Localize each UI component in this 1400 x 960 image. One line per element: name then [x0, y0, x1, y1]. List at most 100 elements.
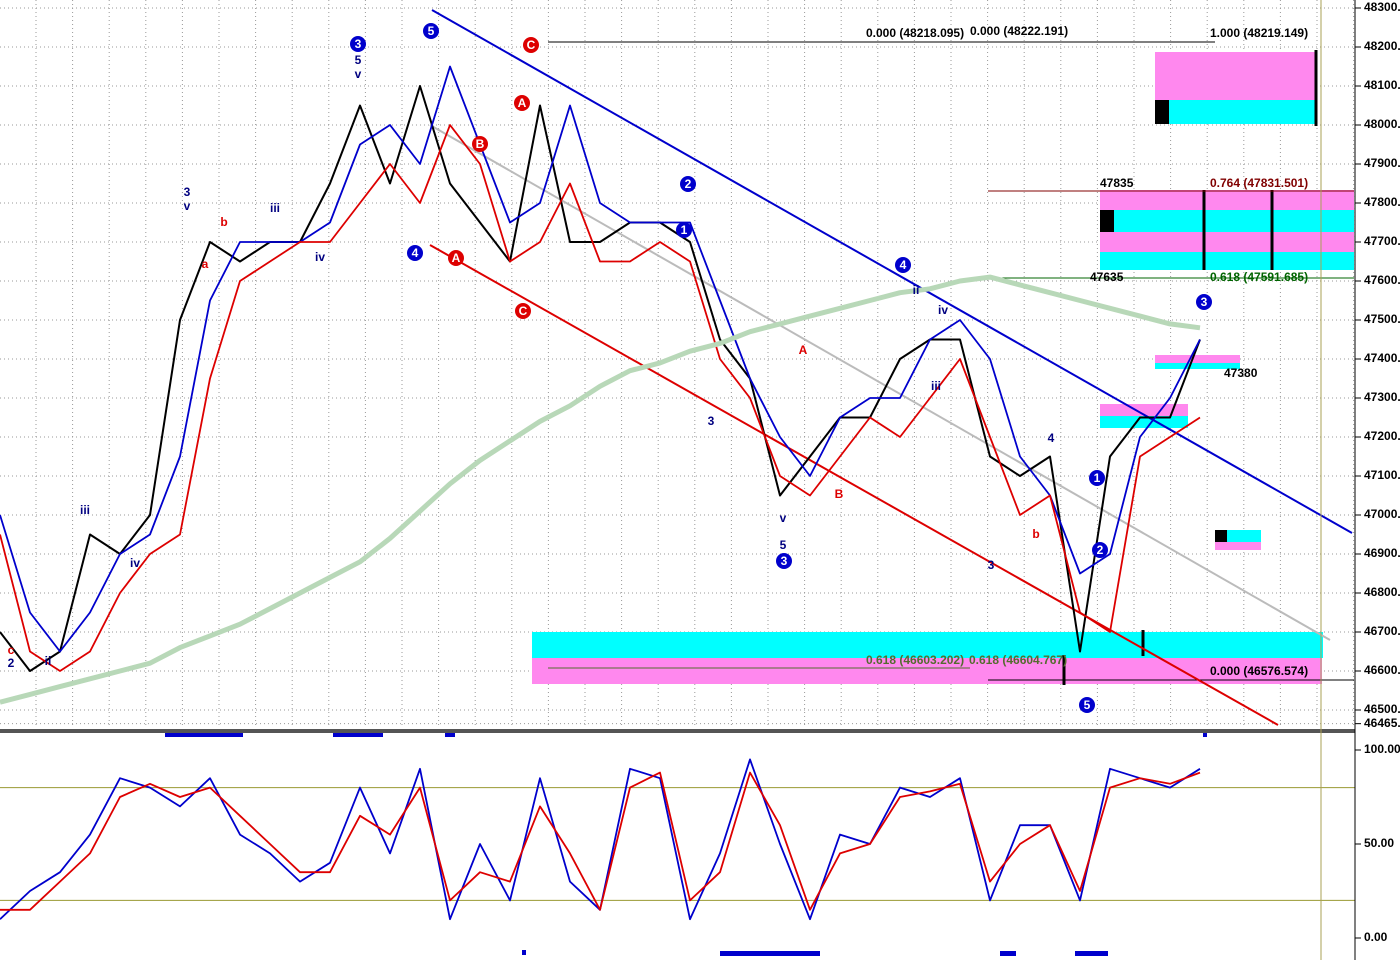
wave-label: 5 — [355, 53, 362, 67]
wave-label: a — [202, 257, 209, 271]
y-tick-label: 47400. — [1364, 351, 1400, 365]
wave-badge — [407, 245, 423, 261]
series-line — [0, 771, 1201, 911]
wave-label: 5 — [428, 24, 435, 38]
y-tick-label: 47900. — [1364, 156, 1400, 170]
wave-label: v — [780, 511, 787, 525]
wave-label: 1 — [1094, 471, 1101, 485]
wave-badge — [515, 303, 531, 319]
wave-label: ii — [45, 654, 52, 668]
series-line — [0, 124, 1201, 672]
wave-label: A — [452, 251, 461, 265]
y-tick-label: 100.00 — [1364, 742, 1400, 756]
y-tick-label: 46800. — [1364, 585, 1400, 599]
panel-divider — [0, 729, 1355, 733]
wave-label: A — [799, 343, 808, 357]
y-tick-label: 48000. — [1364, 117, 1400, 131]
fib-label: 1.000 (48219.149) — [1210, 26, 1308, 40]
wave-badge — [1196, 294, 1212, 310]
annotations: 46465.46500. 46600. 46700. 46800. 46900. 4700… — [8, 0, 1400, 944]
wave-label: 3 — [1201, 295, 1208, 309]
y-tick-label: 47700. — [1364, 234, 1400, 248]
y-tick-label: 47300. — [1364, 390, 1400, 404]
wave-badge — [1089, 470, 1105, 486]
y-tick-label: 48200. — [1364, 39, 1400, 53]
fib-label: 0.618 (47591.685) — [1210, 270, 1308, 284]
wave-label: 3 — [781, 554, 788, 568]
wave-label: C — [519, 304, 528, 318]
wave-label: 4 — [412, 246, 419, 260]
fib-label: 0.764 (47831.501) — [1210, 176, 1308, 190]
y-tick-label: 48300. — [1364, 0, 1400, 14]
series-line — [0, 274, 1201, 705]
y-tick-label: 47200. — [1364, 429, 1400, 443]
wave-label: iii — [931, 379, 941, 393]
wave-label: 4 — [1048, 431, 1055, 445]
y-tick-label: 50.00 — [1364, 836, 1394, 850]
wave-label: 3 — [184, 185, 191, 199]
wave-label: C — [527, 38, 536, 52]
wave-label: b — [1032, 527, 1039, 541]
y-tick-label: 46700. — [1364, 624, 1400, 638]
wave-label: 4 — [900, 258, 907, 272]
fib-label: 47380 — [1224, 366, 1258, 380]
scroll-marks — [165, 733, 1207, 956]
wave-label: 5 — [1084, 698, 1091, 712]
series-line — [0, 65, 1201, 653]
y-tick-label: 47500. — [1364, 312, 1400, 326]
wave-badge — [448, 250, 464, 266]
wave-label: iv — [130, 556, 140, 570]
wave-badge — [1079, 697, 1095, 713]
wave-badge — [472, 136, 488, 152]
plot — [0, 65, 1355, 921]
wave-label: ii — [913, 283, 920, 297]
fib-label: 47835 — [1100, 176, 1134, 190]
fib-lines — [548, 41, 1354, 681]
wave-label: iv — [315, 250, 325, 264]
wave-label: 2 — [1097, 543, 1104, 557]
wave-label: 2 — [685, 177, 692, 191]
fib-label: 0.618 (46603.202) — [866, 653, 964, 667]
wave-label: v — [184, 199, 191, 213]
y-tick-label: 46900. — [1364, 546, 1400, 560]
wave-label: 3 — [988, 558, 995, 572]
y-tick-label: 46600. — [1364, 663, 1400, 677]
wave-badge — [1092, 542, 1108, 558]
fib-label: 0.000 (48218.095) — [866, 26, 964, 40]
wave-label: A — [518, 96, 527, 110]
wave-label: 3 — [355, 37, 362, 51]
fib-label: 0.000 (48222.191) — [970, 24, 1068, 38]
wave-label: iii — [270, 201, 280, 215]
wave-badge — [776, 553, 792, 569]
zones — [532, 50, 1354, 685]
grid — [0, 0, 1355, 728]
y-tick-label: 47100. — [1364, 468, 1400, 482]
fib-label: 47635 — [1090, 270, 1124, 284]
y-tick-label: 0.00 — [1364, 930, 1388, 944]
wave-label: B — [476, 137, 485, 151]
fib-label: 0.618 (46604.767) — [969, 653, 1067, 667]
fib-label: 0.000 (46576.574) — [1210, 664, 1308, 678]
y-tick-label: 48100. — [1364, 78, 1400, 92]
wave-label: b — [220, 215, 227, 229]
wave-label: iv — [938, 303, 948, 317]
wave-label: c — [8, 643, 15, 657]
wave-label: 1 — [681, 223, 688, 237]
y-tick-label: 46465. — [1364, 716, 1400, 730]
y-tick-label: 46500. — [1364, 702, 1400, 716]
wave-badge — [895, 257, 911, 273]
wave-badge — [523, 37, 539, 53]
wave-label: 2 — [8, 656, 15, 670]
wave-label: B — [835, 487, 844, 501]
wave-label: 3 — [708, 414, 715, 428]
y-tick-label: 47000. — [1364, 507, 1400, 521]
y-tick-label: 47600. — [1364, 273, 1400, 287]
wave-badge — [350, 36, 366, 52]
wave-badge — [514, 95, 530, 111]
wave-badge — [680, 176, 696, 192]
y-tick-label: 47800. — [1364, 195, 1400, 209]
wave-label: iii — [80, 503, 90, 517]
